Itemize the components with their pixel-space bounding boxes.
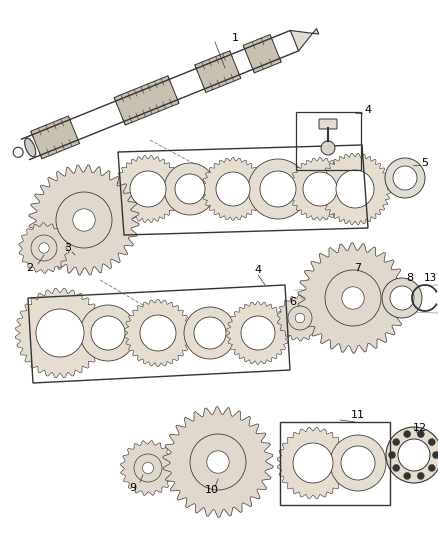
Circle shape bbox=[248, 159, 308, 219]
Circle shape bbox=[36, 309, 84, 357]
Polygon shape bbox=[163, 407, 273, 517]
Polygon shape bbox=[31, 116, 80, 159]
Circle shape bbox=[142, 463, 154, 474]
Bar bbox=[296, 112, 361, 170]
Polygon shape bbox=[289, 158, 351, 220]
Polygon shape bbox=[298, 243, 408, 353]
Polygon shape bbox=[124, 300, 191, 367]
Text: 3: 3 bbox=[64, 243, 71, 253]
Circle shape bbox=[13, 147, 23, 157]
Polygon shape bbox=[202, 158, 264, 220]
Circle shape bbox=[184, 307, 236, 359]
Text: 4: 4 bbox=[254, 265, 261, 275]
Polygon shape bbox=[277, 295, 323, 341]
Circle shape bbox=[398, 439, 430, 471]
Circle shape bbox=[295, 313, 305, 323]
Text: 6: 6 bbox=[290, 297, 297, 307]
Circle shape bbox=[404, 431, 411, 438]
Circle shape bbox=[73, 209, 95, 231]
Text: 13: 13 bbox=[424, 273, 437, 283]
Circle shape bbox=[175, 174, 205, 204]
Polygon shape bbox=[29, 165, 139, 275]
Text: 11: 11 bbox=[351, 410, 365, 420]
Polygon shape bbox=[120, 441, 176, 496]
Circle shape bbox=[190, 434, 246, 490]
Circle shape bbox=[134, 454, 162, 482]
Circle shape bbox=[164, 163, 216, 215]
Circle shape bbox=[325, 270, 381, 326]
Circle shape bbox=[390, 286, 414, 310]
Circle shape bbox=[404, 472, 411, 479]
Circle shape bbox=[194, 317, 226, 349]
Text: 5: 5 bbox=[421, 158, 428, 168]
Polygon shape bbox=[227, 302, 289, 365]
FancyBboxPatch shape bbox=[319, 119, 337, 129]
Circle shape bbox=[241, 316, 275, 350]
Circle shape bbox=[293, 443, 333, 483]
Polygon shape bbox=[290, 29, 319, 51]
Circle shape bbox=[288, 306, 312, 330]
Circle shape bbox=[56, 192, 112, 248]
Circle shape bbox=[382, 278, 422, 318]
Circle shape bbox=[389, 451, 396, 458]
Polygon shape bbox=[277, 427, 349, 499]
Circle shape bbox=[130, 171, 166, 207]
Circle shape bbox=[385, 158, 425, 198]
Ellipse shape bbox=[25, 138, 36, 157]
Text: 12: 12 bbox=[413, 423, 427, 433]
Text: 9: 9 bbox=[130, 483, 137, 493]
Circle shape bbox=[342, 287, 364, 309]
Circle shape bbox=[260, 171, 296, 207]
Polygon shape bbox=[243, 35, 281, 73]
Circle shape bbox=[321, 141, 335, 155]
Circle shape bbox=[341, 446, 375, 480]
Text: 8: 8 bbox=[406, 273, 413, 283]
Text: 7: 7 bbox=[354, 263, 361, 273]
Polygon shape bbox=[195, 51, 241, 92]
Circle shape bbox=[140, 315, 176, 351]
Circle shape bbox=[91, 316, 125, 350]
Circle shape bbox=[428, 439, 435, 446]
Circle shape bbox=[428, 464, 435, 471]
Circle shape bbox=[432, 451, 438, 458]
Polygon shape bbox=[19, 223, 69, 273]
Polygon shape bbox=[114, 76, 179, 125]
Circle shape bbox=[393, 439, 400, 446]
Circle shape bbox=[336, 170, 374, 208]
Polygon shape bbox=[15, 288, 105, 378]
Circle shape bbox=[393, 464, 400, 471]
Circle shape bbox=[330, 435, 386, 491]
Circle shape bbox=[303, 172, 337, 206]
Circle shape bbox=[386, 427, 438, 483]
Text: 1: 1 bbox=[232, 33, 239, 43]
Circle shape bbox=[216, 172, 250, 206]
Circle shape bbox=[417, 431, 424, 438]
Circle shape bbox=[31, 235, 57, 261]
Circle shape bbox=[207, 451, 229, 473]
Circle shape bbox=[393, 166, 417, 190]
Polygon shape bbox=[114, 156, 181, 222]
Text: 4: 4 bbox=[364, 105, 371, 115]
Circle shape bbox=[80, 305, 136, 361]
Polygon shape bbox=[319, 154, 391, 225]
Text: 10: 10 bbox=[205, 485, 219, 495]
Text: 2: 2 bbox=[26, 263, 34, 273]
Circle shape bbox=[39, 243, 49, 253]
Circle shape bbox=[417, 472, 424, 479]
